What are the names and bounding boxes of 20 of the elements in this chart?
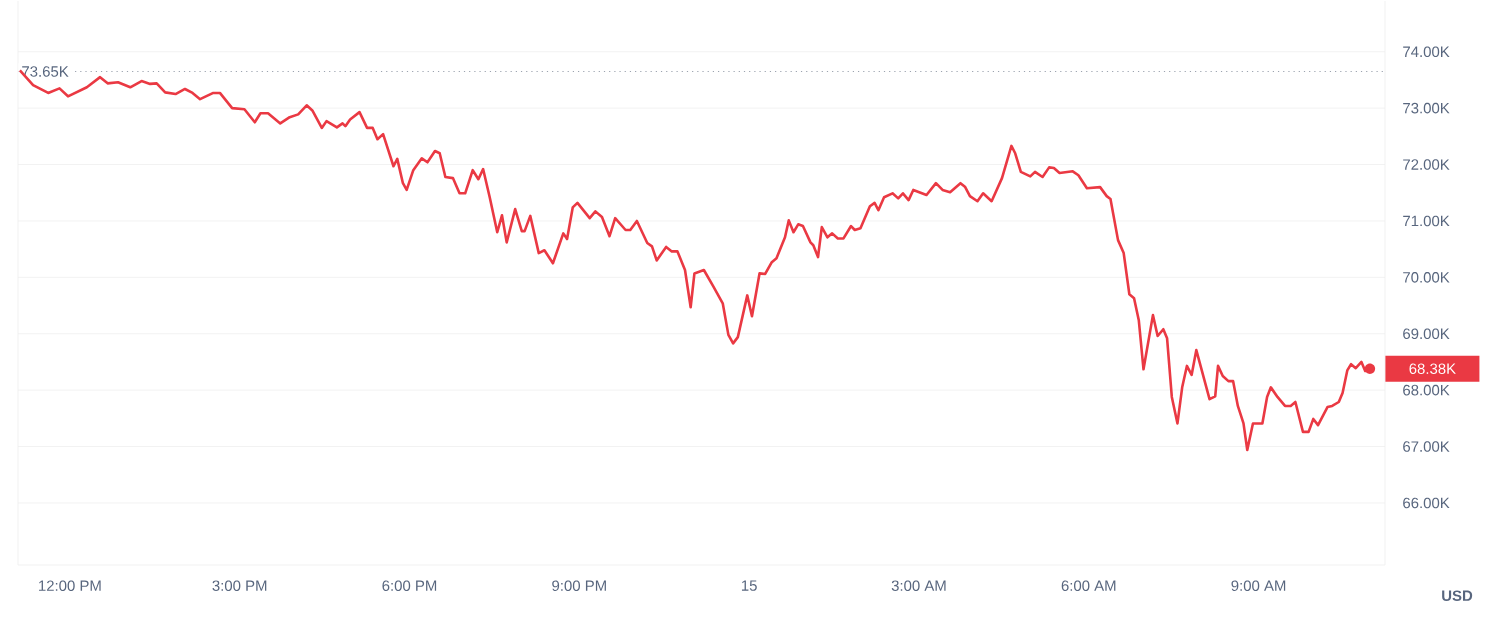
x-tick-label: 15 xyxy=(741,580,757,591)
x-tick-label: 3:00 PM xyxy=(212,580,267,591)
ref-line-label: 73.65K xyxy=(22,66,69,77)
y-tick-label: 68.00K xyxy=(1403,384,1450,396)
x-tick-label: 3:00 AM xyxy=(891,580,946,591)
y-tick-label: 69.00K xyxy=(1403,328,1450,340)
y-tick-label: 74.00K xyxy=(1403,46,1450,58)
y-tick-label: 72.00K xyxy=(1403,159,1450,170)
y-tick-label: 70.00K xyxy=(1403,272,1450,283)
x-tick-label: 12:00 PM xyxy=(39,580,101,591)
y-tick-label: 71.00K xyxy=(1403,215,1450,227)
annotation: 68.38K xyxy=(1409,363,1456,375)
y-axis-title: USD xyxy=(1442,590,1473,601)
y-tick-label: 67.00K xyxy=(1403,441,1450,452)
y-tick-label: 66.00K xyxy=(1403,497,1450,509)
x-tick-label: 6:00 PM xyxy=(382,580,437,591)
y-tick-label: 73.00K xyxy=(1403,102,1450,114)
x-tick-label: 9:00 AM xyxy=(1231,580,1286,591)
x-tick-label: 6:00 AM xyxy=(1061,580,1116,591)
x-tick-label: 9:00 PM xyxy=(552,580,606,591)
